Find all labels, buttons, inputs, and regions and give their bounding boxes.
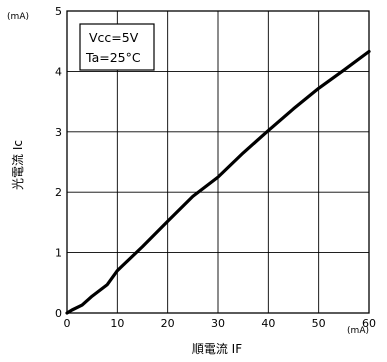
y-tick-label: 3 (55, 126, 62, 139)
y-tick-label: 5 (55, 5, 62, 18)
condition-vcc: Vcc=5V (89, 30, 139, 45)
x-tick-labels: 0 10 20 30 40 50 60 (64, 317, 377, 330)
series-group (65, 49, 371, 315)
x-tick-label: 60 (362, 317, 376, 330)
x-tick-label: 40 (261, 317, 275, 330)
y-unit-label: (mA) (7, 12, 29, 22)
x-tick-label: 30 (211, 317, 225, 330)
y-tick-label: 0 (55, 307, 62, 320)
y-tick-label: 2 (55, 186, 62, 199)
y-axis-title: 光電流 Ic (11, 140, 25, 190)
plot-border (66, 10, 370, 314)
conditions-box: Vcc=5V Ta=25°C (79, 23, 155, 71)
x-tick-label: 50 (312, 317, 326, 330)
y-tick-labels: 0 1 2 3 4 5 (55, 5, 62, 320)
x-tick-label: 0 (64, 317, 71, 330)
series-line (65, 49, 371, 315)
plot-frame (66, 10, 370, 314)
x-axis-title: 順電流 IF (192, 342, 242, 356)
x-tick-label: 10 (110, 317, 124, 330)
conditions-frame (79, 23, 155, 71)
condition-ta: Ta=25°C (85, 50, 141, 65)
x-unit-label: (mA) (347, 326, 369, 336)
y-tick-label: 4 (55, 65, 62, 78)
x-tick-label: 20 (161, 317, 175, 330)
y-tick-label: 1 (55, 247, 62, 260)
